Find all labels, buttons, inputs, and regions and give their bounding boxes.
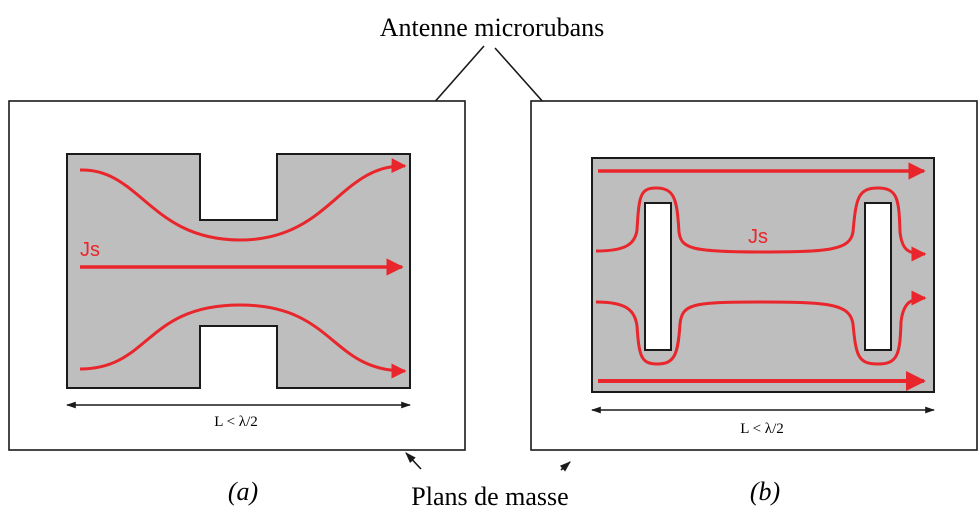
- ground-pointer-b: [559, 461, 571, 472]
- current-label-b: Js: [748, 226, 768, 248]
- caption-a: (a): [228, 477, 258, 506]
- ground-plane-label: Plans de masse: [411, 482, 568, 508]
- current-label-a: Js: [80, 239, 100, 261]
- caption-b: (b): [750, 477, 780, 506]
- panel-a: Js L < λ/2 (a): [8, 100, 466, 506]
- patch-a: [66, 153, 411, 389]
- panel-b: Js L < λ/2 (b): [530, 100, 978, 506]
- slot-left-b: [644, 202, 672, 351]
- current-line-b-lower: [595, 290, 927, 366]
- current-line-a-top: [79, 158, 407, 242]
- dimension-label-a: L < λ/2: [214, 414, 258, 430]
- current-line-a-bottom: [79, 303, 407, 379]
- current-line-b-upper: [595, 186, 927, 262]
- slot-right-b: [864, 202, 892, 351]
- ground-pointer-a: [405, 452, 422, 470]
- dimension-label-b: L < λ/2: [740, 421, 784, 437]
- antenna-title: Antenne microrubans: [380, 13, 605, 42]
